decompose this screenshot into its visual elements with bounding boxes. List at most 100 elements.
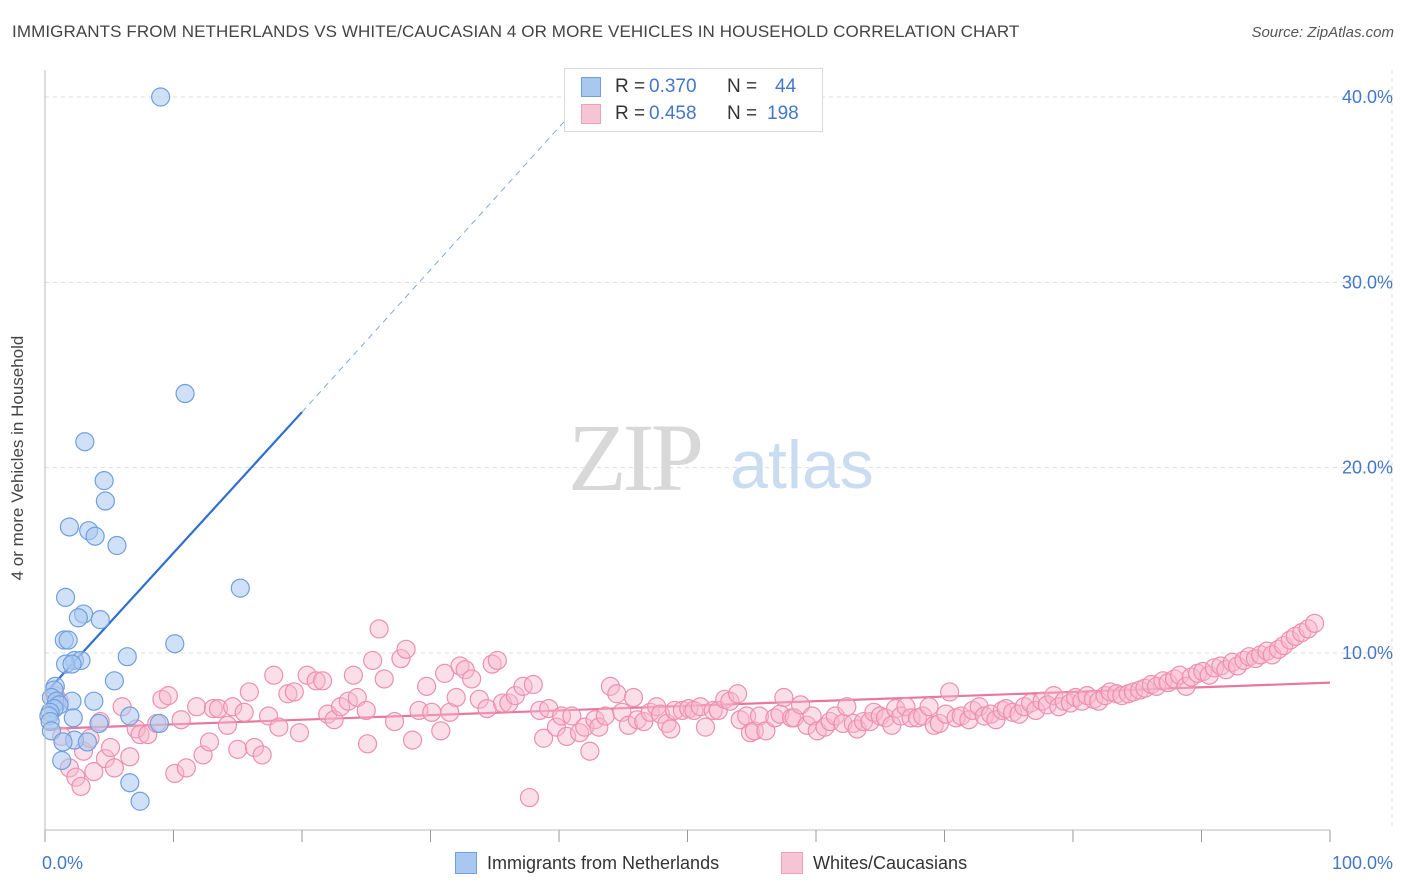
data-point-whites — [450, 656, 470, 676]
data-point-whites — [1304, 613, 1325, 633]
data-point-whites — [533, 728, 554, 748]
data-point-whites — [672, 700, 692, 721]
data-point-netherlands — [165, 634, 185, 654]
data-point-whites — [765, 708, 785, 728]
data-point-netherlands — [120, 773, 140, 793]
trend-line-whites — [44, 681, 1331, 731]
data-point-whites — [130, 724, 150, 745]
data-point-whites — [252, 745, 272, 765]
data-point-whites — [487, 650, 507, 671]
data-point-netherlands — [89, 713, 109, 734]
data-point-whites — [462, 669, 482, 689]
data-point-whites — [1176, 676, 1196, 696]
data-point-whites — [165, 763, 185, 784]
data-point-whites — [1112, 686, 1132, 706]
data-point-whites — [391, 648, 411, 669]
data-point-whites — [703, 700, 723, 721]
data-point-whites — [1164, 669, 1185, 689]
data-point-whites — [171, 710, 191, 730]
data-point-netherlands — [175, 383, 195, 404]
y-tick-label: 40.0% — [1342, 87, 1393, 107]
data-point-whites — [278, 684, 298, 704]
data-point-whites — [940, 682, 960, 702]
bottom-legend-label: Whites/Caucasians — [813, 852, 968, 873]
data-point-whites — [158, 686, 178, 706]
x-tick-label: 0.0% — [42, 853, 83, 873]
y-tick-label: 30.0% — [1342, 272, 1393, 292]
legend-row-whites: R = 0.458 N = 198 — [581, 102, 799, 126]
data-point-whites — [1211, 656, 1231, 676]
data-point-whites — [695, 717, 716, 737]
data-point-whites — [431, 721, 451, 741]
data-point-whites — [343, 665, 363, 685]
data-point-whites — [228, 739, 248, 759]
data-point-whites — [600, 676, 621, 696]
data-point-whites — [665, 700, 685, 721]
data-point-whites — [744, 721, 764, 741]
data-point-whites — [217, 715, 238, 735]
data-point-netherlands — [63, 708, 83, 728]
bottom-legend-whites: Whites/Caucasians — [781, 850, 967, 876]
data-point-whites — [223, 697, 243, 717]
data-point-netherlands — [107, 535, 127, 556]
data-point-whites — [580, 741, 600, 761]
legend-n-label: N = — [727, 76, 758, 97]
data-point-whites — [363, 650, 383, 671]
data-point-whites — [1026, 700, 1046, 721]
data-point-whites — [936, 704, 956, 724]
legend-n-label: N = — [727, 103, 758, 124]
data-point-whites — [374, 669, 394, 689]
data-point-whites — [357, 734, 378, 754]
data-point-netherlands — [77, 732, 98, 752]
data-point-whites — [482, 654, 502, 674]
trend-line-netherlands-extrapolated — [301, 98, 586, 413]
x-tick-label: 100.0% — [1332, 853, 1393, 873]
data-point-whites — [959, 710, 979, 730]
data-point-netherlands — [95, 491, 115, 511]
trend-line-netherlands — [44, 411, 303, 695]
data-point-whites — [519, 787, 540, 808]
data-point-netherlands — [55, 587, 76, 608]
data-point-whites — [634, 711, 654, 732]
data-point-whites — [284, 682, 304, 702]
bottom-legend-label: Immigrants from Netherlands — [487, 852, 720, 873]
data-point-netherlands — [120, 706, 140, 726]
data-point-whites — [969, 697, 989, 717]
data-point-whites — [499, 693, 519, 713]
data-point-netherlands — [94, 471, 114, 491]
data-point-netherlands — [62, 654, 82, 674]
data-point-whites — [1044, 686, 1064, 706]
legend-row-netherlands: R = 0.370 N = 44 — [581, 75, 796, 99]
data-point-whites — [523, 674, 543, 695]
data-point-netherlands — [84, 691, 104, 711]
correlation-legend: R = 0.370 N = 44 R = 0.458 N = 198 — [564, 68, 823, 132]
data-point-whites — [356, 700, 376, 721]
data-point-whites — [802, 706, 822, 726]
data-point-whites — [575, 717, 595, 737]
data-point-netherlands — [53, 732, 73, 752]
data-point-whites — [289, 723, 310, 743]
data-point-whites — [595, 706, 615, 726]
data-point-netherlands — [149, 713, 169, 734]
data-point-netherlands — [58, 630, 78, 650]
data-point-netherlands — [68, 608, 89, 628]
data-point-netherlands — [104, 671, 124, 691]
legend-n-value: 44 — [775, 76, 797, 97]
data-point-whites — [728, 684, 748, 704]
data-point-whites — [607, 684, 627, 704]
data-point-whites — [203, 698, 223, 719]
data-point-whites — [557, 726, 577, 747]
legend-n-value: 198 — [767, 103, 799, 124]
data-point-whites — [384, 711, 405, 732]
legend-r-label: R = — [615, 103, 646, 124]
data-point-whites — [618, 715, 638, 735]
data-point-whites — [1049, 697, 1069, 717]
data-point-whites — [208, 698, 229, 719]
data-point-whites — [234, 702, 254, 722]
data-point-whites — [244, 737, 265, 758]
data-point-whites — [589, 717, 609, 737]
data-point-whites — [1216, 660, 1236, 680]
data-point-whites — [435, 663, 455, 683]
data-point-netherlands — [59, 517, 80, 537]
